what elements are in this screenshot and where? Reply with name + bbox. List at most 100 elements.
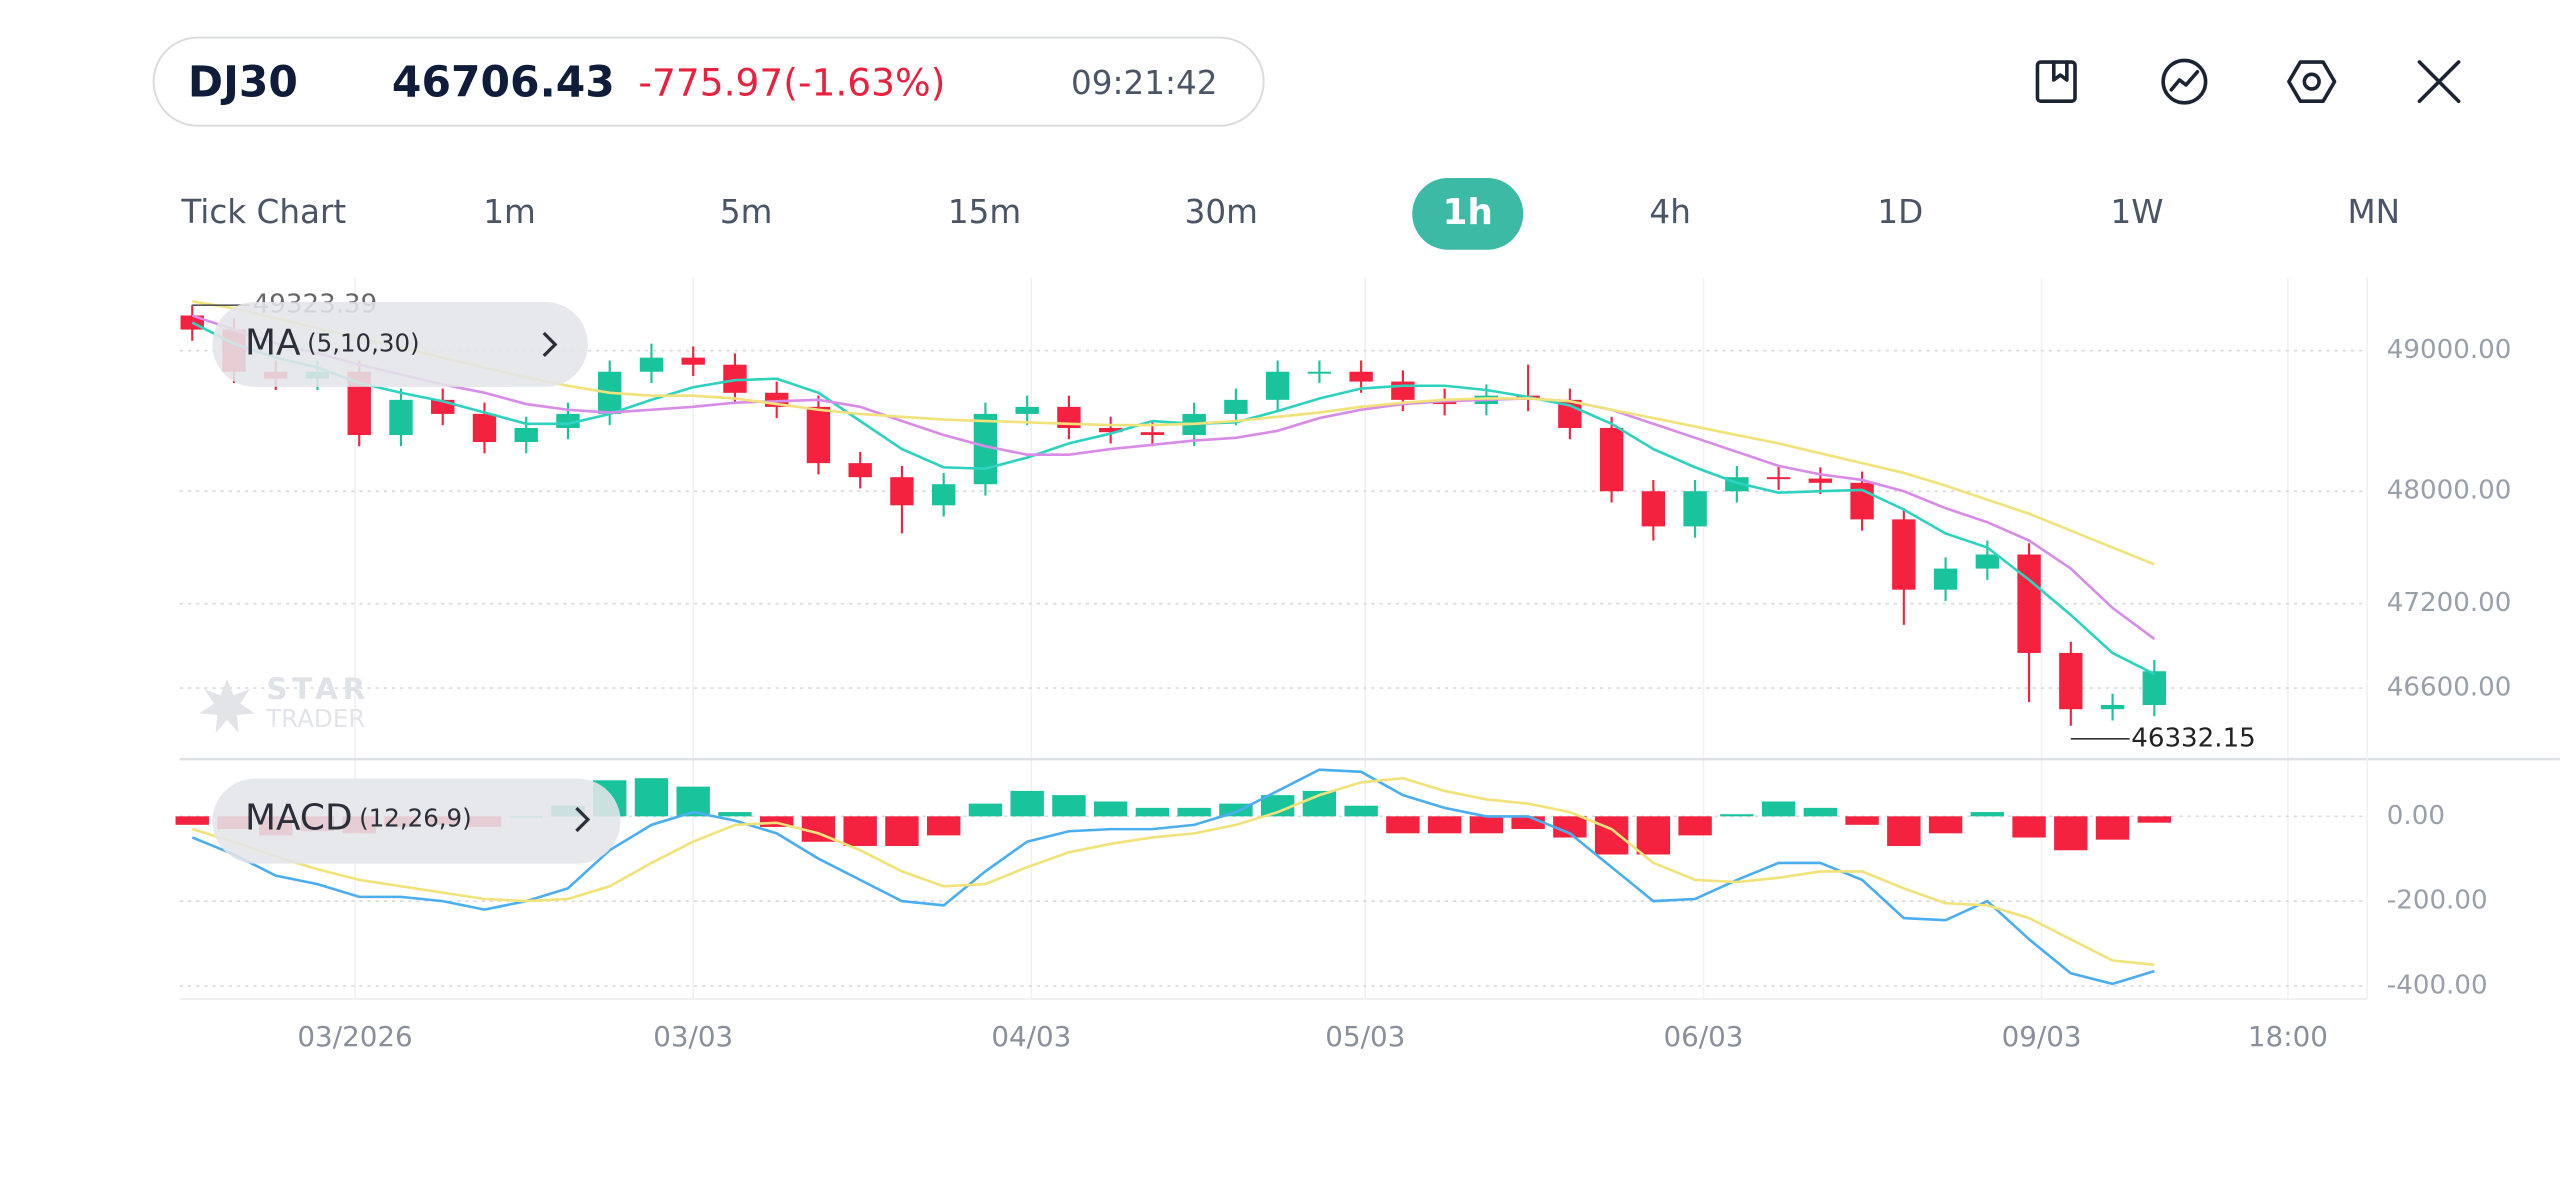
candle-body	[1391, 381, 1415, 400]
indicator-pill[interactable]	[212, 302, 588, 387]
candle-body	[723, 364, 747, 393]
candle-body	[1641, 491, 1666, 527]
moving-average-line	[191, 314, 2156, 640]
timeframe-option[interactable]: 4h	[1649, 193, 1690, 231]
timeframe-option[interactable]: 1m	[483, 193, 536, 231]
bookmark-icon[interactable]	[2035, 60, 2077, 104]
candle-body	[1599, 427, 1624, 492]
macd-histogram-bar	[1177, 807, 1211, 817]
macd-histogram-bar	[718, 812, 752, 817]
macd-histogram-bar	[2095, 816, 2130, 840]
macd-histogram-bar	[1636, 816, 1671, 855]
macd-histogram-bar	[843, 816, 877, 847]
macd-histogram-bar	[1344, 805, 1378, 817]
candle-body	[2059, 652, 2083, 710]
watermark-star	[199, 679, 255, 733]
candle-body	[1098, 427, 1123, 433]
x-tick-label: 03/2026	[297, 1020, 412, 1053]
chevron	[575, 806, 591, 833]
indicator-name: MA	[245, 322, 301, 363]
macd-histogram-bar	[1970, 812, 2005, 817]
y-tick-label: -200.00	[2387, 886, 2488, 916]
candle-body	[2142, 671, 2166, 705]
candle-body	[1975, 554, 2000, 569]
indicator-label[interactable]: MACD (12,26,9)	[245, 797, 472, 838]
quote-pill	[152, 36, 1265, 127]
timeframe-option[interactable]: 15m	[948, 193, 1021, 231]
candle-body	[1850, 482, 1874, 520]
candle-body	[1892, 519, 1916, 590]
timeframe-option[interactable]: Tick Chart	[180, 193, 346, 231]
macd-histogram-bar	[634, 778, 669, 817]
candle-body	[931, 484, 956, 506]
chevron	[542, 331, 558, 358]
candle-body	[639, 357, 664, 372]
timeframe-option[interactable]: 5m	[720, 193, 773, 231]
indicator-params: (5,10,30)	[307, 328, 420, 357]
price: 46706.43	[392, 58, 615, 107]
indicator-icon[interactable]	[2161, 58, 2208, 105]
x-tick-label: 04/03	[991, 1020, 1071, 1053]
macd-histogram-bar	[1803, 807, 1838, 817]
macd-histogram-bar	[1469, 816, 1504, 834]
macd-line	[191, 768, 2155, 986]
macd-histogram-bar	[1010, 790, 1044, 817]
candle-body	[1933, 568, 1958, 590]
macd-histogram-bar	[175, 816, 209, 825]
macd-histogram-bar	[1260, 795, 1295, 817]
macd-histogram-bar	[2054, 816, 2088, 851]
indicator-pill[interactable]	[212, 778, 621, 864]
indicator-label[interactable]: MA (5,10,30)	[245, 322, 420, 363]
indicator-params: (12,26,9)	[359, 803, 472, 832]
settings-icon[interactable]	[2287, 60, 2337, 104]
macd-histogram-bar	[1553, 816, 1587, 838]
y-tick-label: 49000.00	[2387, 335, 2512, 365]
candle-body	[1140, 432, 1165, 436]
y-tick-label: 48000.00	[2387, 476, 2512, 506]
x-tick-label: 06/03	[1663, 1020, 1743, 1053]
candle-body	[1307, 371, 1332, 374]
macd-histogram-bar	[1511, 816, 1545, 830]
candle-body	[1015, 406, 1039, 414]
chart-area: 03/2026 03/03 04/03 05/03 06/03 09/03 18:00 490…	[175, 277, 2560, 1053]
candle-body	[2100, 704, 2125, 710]
macd-histogram-bar	[1093, 801, 1128, 817]
x-tick-label: 03/03	[653, 1020, 733, 1053]
macd-histogram-bar	[1678, 816, 1712, 836]
indicator-name: MACD	[245, 797, 353, 838]
timeframe-option[interactable]: MN	[2347, 193, 2400, 231]
candle-body	[2017, 554, 2041, 653]
timeframe-option[interactable]: 1D	[1877, 193, 1923, 231]
candle-body	[1349, 371, 1373, 382]
signal-line	[191, 776, 2155, 967]
candle-body	[347, 371, 371, 436]
macd-histogram-bar	[968, 803, 1003, 817]
candle-body	[848, 463, 872, 478]
macd-histogram-bar	[2012, 816, 2046, 838]
symbol: DJ30	[188, 58, 298, 107]
candle-body	[1224, 399, 1248, 414]
y-tick-label: 46600.00	[2387, 673, 2512, 703]
timeframe-option[interactable]: 1W	[2111, 193, 2164, 231]
watermark-text: TRADER	[265, 704, 365, 733]
moving-average-line	[191, 321, 2155, 676]
macd-histogram-bar	[926, 816, 961, 836]
candle-body	[514, 427, 538, 443]
candle-body	[389, 399, 413, 436]
candle-body	[890, 477, 914, 506]
timeframe-option[interactable]: 30m	[1185, 193, 1258, 231]
x-tick-label: 18:00	[2248, 1020, 2328, 1053]
y-tick-label: 47200.00	[2387, 588, 2512, 618]
macd-histogram-bar	[1761, 801, 1796, 817]
macd-histogram-bar	[1135, 807, 1170, 817]
macd-histogram-bar	[1594, 816, 1629, 855]
close-icon[interactable]	[2417, 60, 2461, 104]
x-tick-label: 05/03	[1325, 1020, 1405, 1053]
macd-histogram-bar	[1720, 814, 1754, 817]
candle-body	[1808, 478, 1833, 483]
low-label: 46332.15	[2131, 723, 2256, 753]
macd-histogram-bar	[1845, 816, 1879, 825]
x-tick-label: 09/03	[2002, 1020, 2082, 1053]
timeframe-option[interactable]: 1h	[1442, 192, 1493, 233]
